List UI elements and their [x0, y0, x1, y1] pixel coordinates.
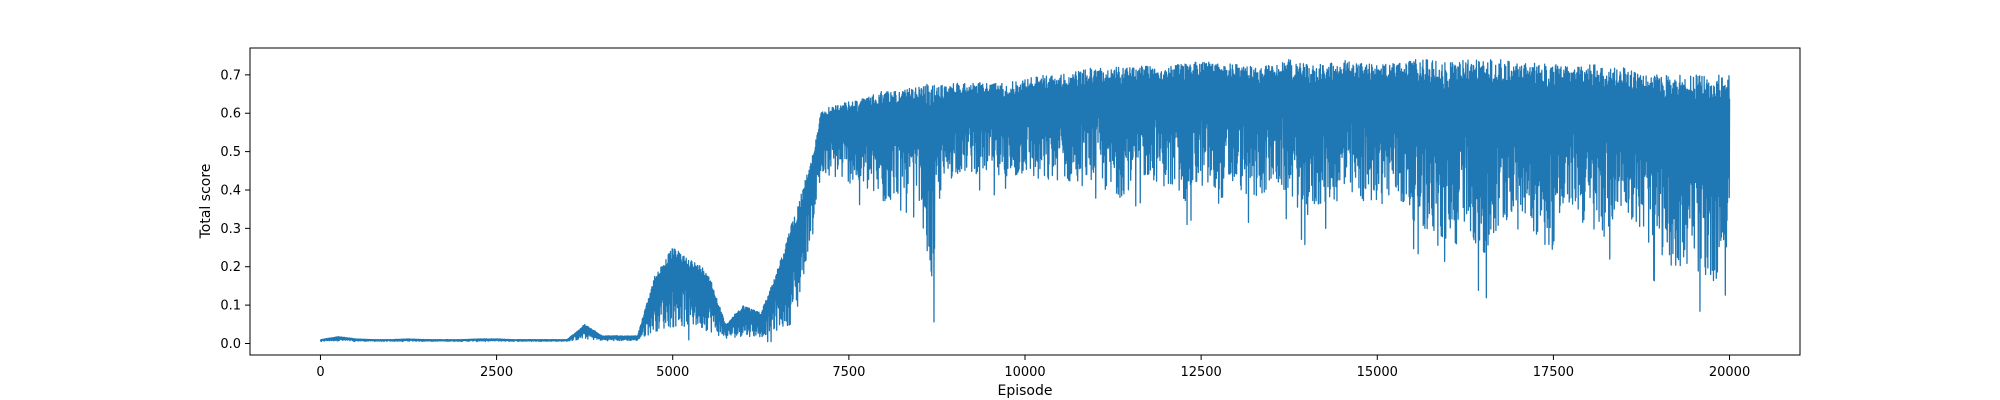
x-tick-label: 10000: [1004, 365, 1045, 380]
x-tick-label: 5000: [656, 365, 689, 380]
y-tick-label: 0.2: [220, 260, 241, 275]
x-tick-label: 12500: [1180, 365, 1221, 380]
y-tick-label: 0.0: [220, 337, 241, 352]
x-tick-label: 0: [316, 365, 324, 380]
y-tick-label: 0.6: [220, 107, 241, 122]
y-axis-label: Total score: [198, 164, 214, 240]
y-tick-label: 0.1: [220, 299, 241, 314]
x-tick-label: 20000: [1709, 365, 1750, 380]
y-tick-label: 0.3: [220, 222, 241, 237]
series-line: [319, 58, 1731, 343]
x-tick-label: 2500: [480, 365, 513, 380]
x-tick-label: 15000: [1357, 365, 1398, 380]
y-tick-label: 0.7: [220, 68, 241, 83]
x-tick-label: 7500: [832, 365, 865, 380]
x-axis-label: Episode: [998, 383, 1053, 399]
y-axis-ticks: 0.0 0.1 0.2 0.3 0.4 0.5 0.6 0.7: [220, 68, 250, 352]
x-axis-ticks: 0 2500 5000 7500 10000 12500 15000 17500 20000: [316, 355, 1750, 380]
y-tick-label: 0.4: [220, 183, 241, 198]
x-tick-label: 17500: [1533, 365, 1574, 380]
series-layer: [319, 58, 1731, 343]
y-tick-label: 0.5: [220, 145, 241, 160]
